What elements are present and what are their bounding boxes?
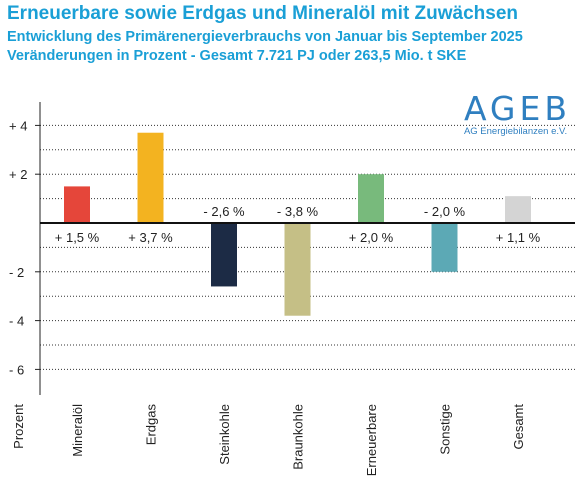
data-label: + 1,1 % — [496, 230, 541, 245]
y-tick-label: + 2 — [9, 167, 27, 182]
category-label: Steinkohle — [217, 404, 232, 465]
y-tick-label: + 4 — [9, 118, 27, 133]
logo-wordmark: AGEB — [463, 89, 571, 128]
chart-title: Erneuerbare sowie Erdgas und Mineralöl m… — [7, 3, 519, 24]
data-label: - 2,0 % — [424, 204, 466, 219]
bar-sonstige — [431, 223, 458, 272]
category-label: Mineralöl — [70, 404, 85, 457]
category-label: Erneuerbare — [364, 404, 379, 476]
category-label: Erdgas — [144, 404, 159, 446]
bar-braunkohle — [284, 223, 311, 316]
y-tick-label: - 6 — [9, 362, 24, 377]
bar-gesamt — [505, 196, 531, 223]
y-tick-label: - 4 — [9, 314, 24, 329]
y-tick-label: - 2 — [9, 265, 24, 280]
data-label: - 3,8 % — [277, 204, 319, 219]
category-label: Gesamt — [511, 404, 526, 450]
bar-steinkohle — [211, 223, 237, 287]
data-label: + 1,5 % — [55, 230, 100, 245]
logo-subtitle: AG Energiebilanzen e.V. — [463, 126, 568, 137]
data-label: + 3,7 % — [128, 230, 173, 245]
chart-subtitle-2: Veränderungen in Prozent - Gesamt 7.721 … — [7, 48, 467, 64]
category-label: Sonstige — [438, 404, 453, 455]
data-label: - 2,6 % — [203, 204, 245, 219]
chart-subtitle-1: Entwicklung des Primärenergieverbrauchs … — [7, 29, 523, 45]
x-axis-label: Prozent — [11, 404, 26, 449]
bar-mineralöl — [64, 186, 90, 223]
data-label: + 2,0 % — [349, 230, 394, 245]
bar-erneuerbare — [358, 174, 384, 223]
category-label: Braunkohle — [291, 404, 306, 470]
bar-erdgas — [137, 132, 164, 223]
ageb-logo: AGEB AG Energiebilanzen e.V. — [464, 92, 571, 137]
